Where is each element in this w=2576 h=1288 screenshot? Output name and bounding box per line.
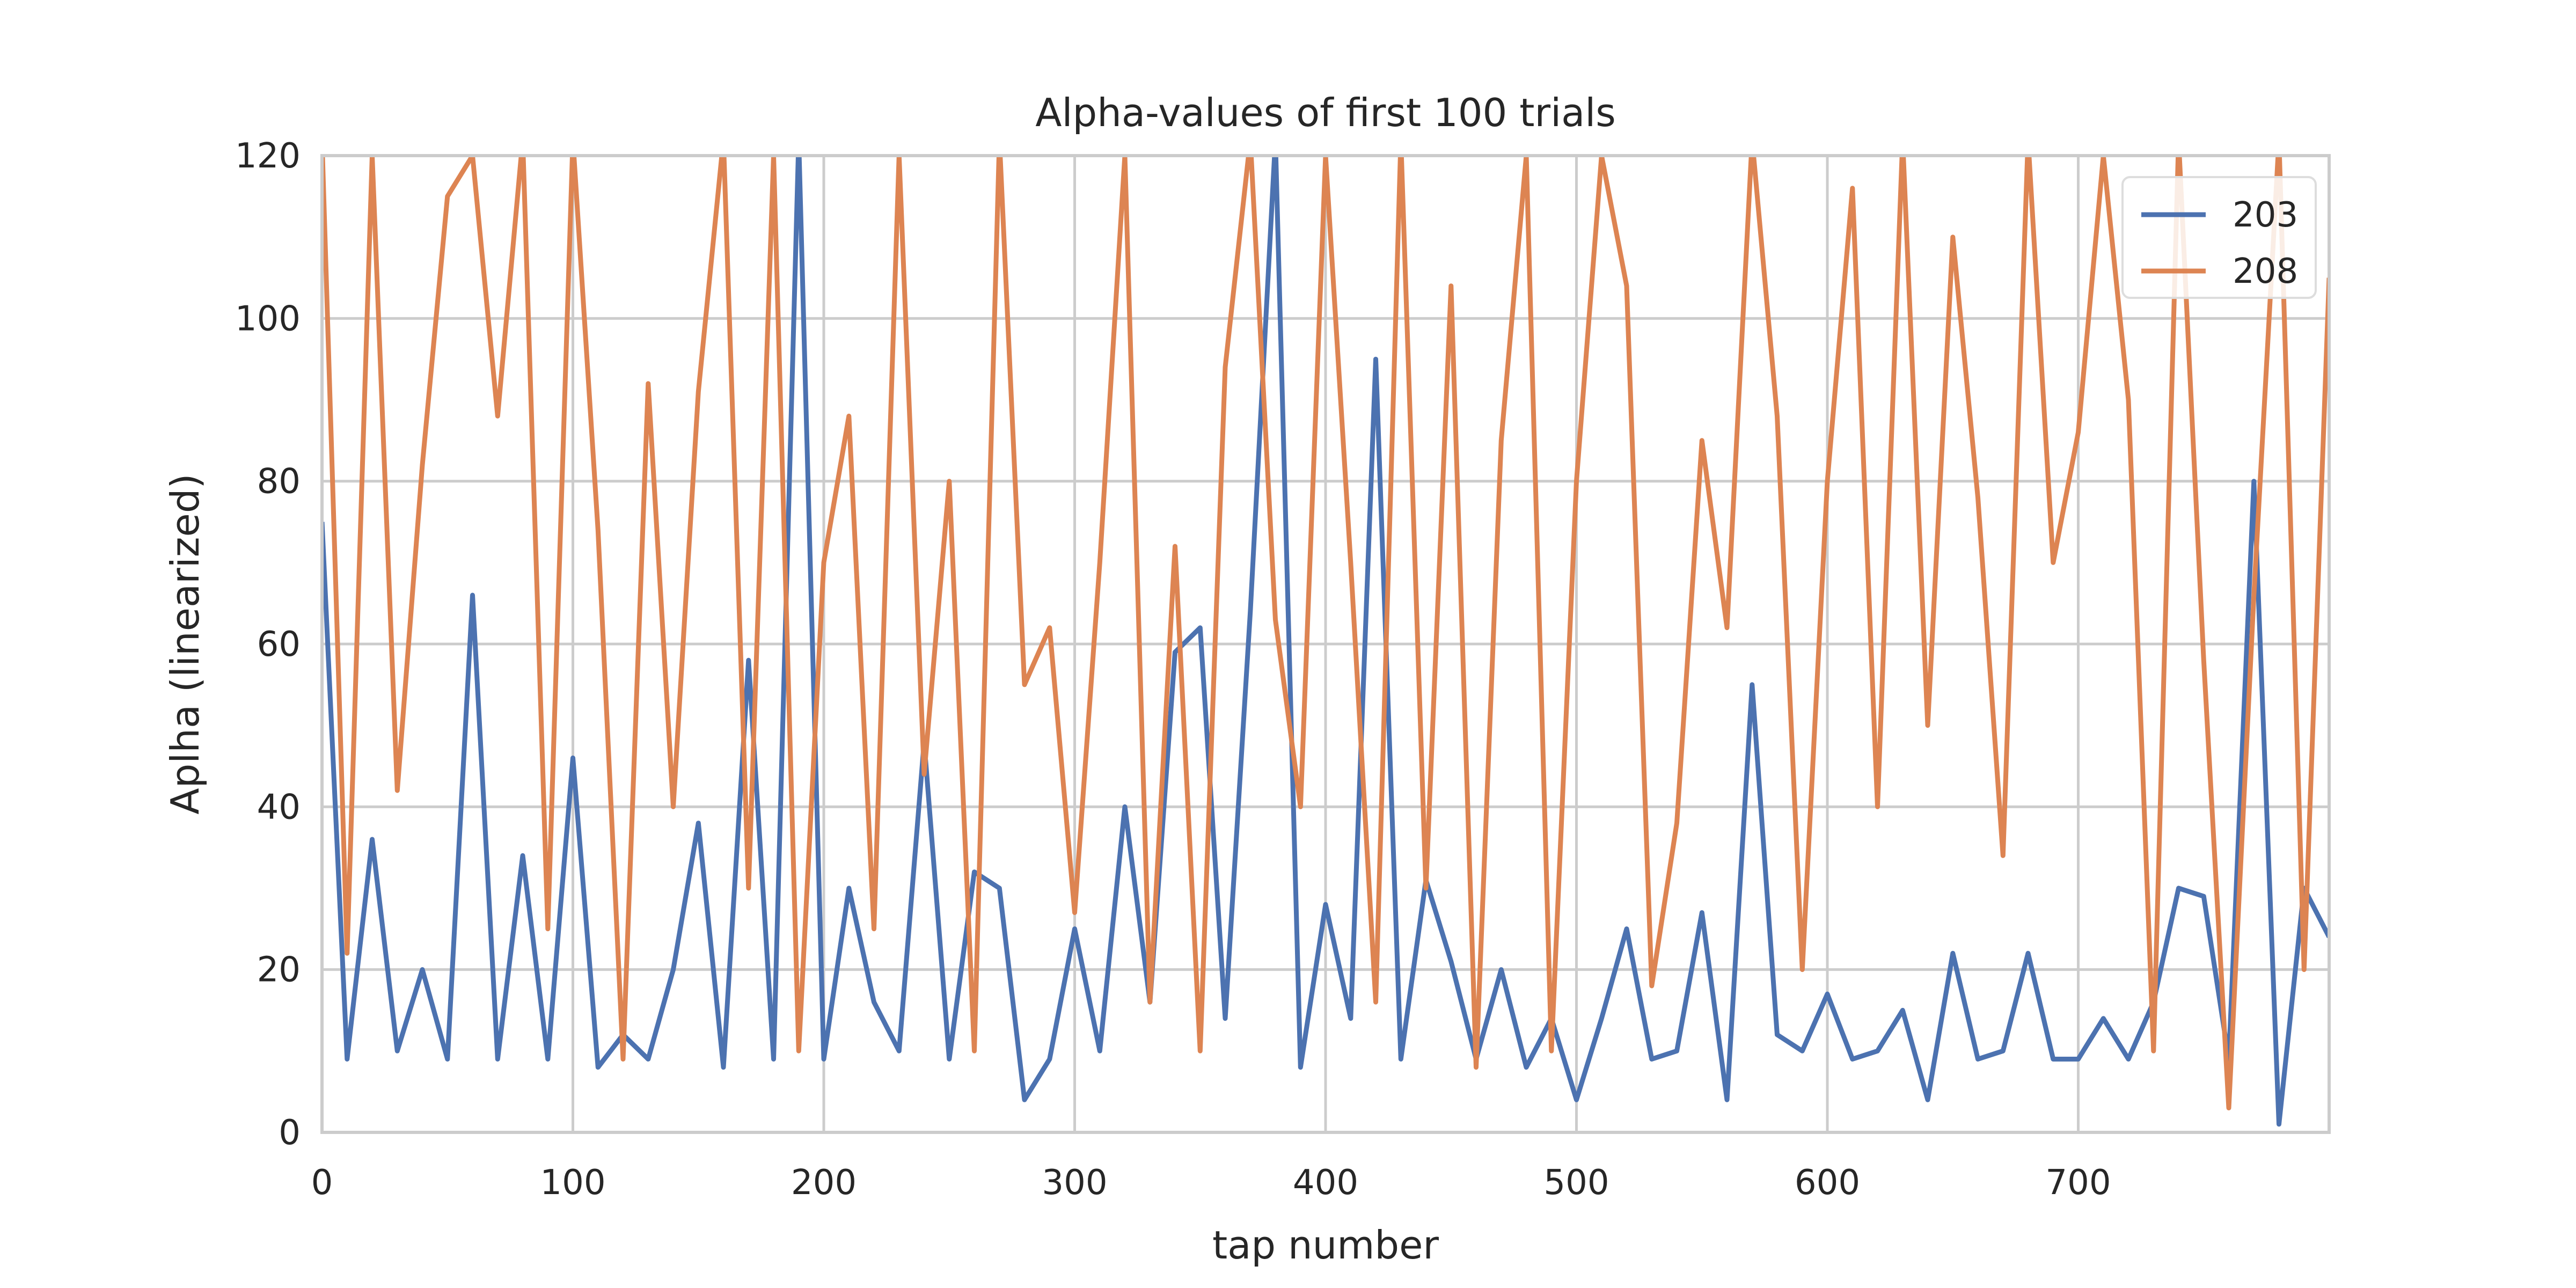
legend-box <box>2121 176 2317 299</box>
x-tick-label: 200 <box>791 1163 857 1203</box>
x-tick-label: 500 <box>1543 1163 1609 1203</box>
legend-label: 208 <box>2233 252 2298 291</box>
y-tick-label: 0 <box>279 1113 301 1153</box>
legend-label: 203 <box>2233 195 2298 235</box>
y-tick-label: 60 <box>257 625 301 664</box>
chart-title: Alpha-values of first 100 trials <box>1035 90 1615 135</box>
y-axis-label: Aplha (linearized) <box>163 473 208 814</box>
x-tick-label: 300 <box>1042 1163 1107 1203</box>
series-line-203 <box>322 156 2329 1127</box>
x-tick-label: 100 <box>540 1163 605 1203</box>
y-tick-label: 20 <box>257 950 301 990</box>
y-tick-label: 100 <box>235 299 301 339</box>
tick-labels: 0 100 200 300 400 500 600 700 0 20 40 60 80 100 120 <box>235 136 2111 1203</box>
series-line-208 <box>322 156 2329 1110</box>
x-axis-label: tap number <box>1212 1223 1439 1268</box>
y-tick-label: 40 <box>257 787 301 827</box>
x-tick-label: 0 <box>311 1163 333 1203</box>
y-tick-label: 120 <box>235 136 301 176</box>
plot-frame <box>320 154 2331 1134</box>
series-lines <box>322 156 2329 1127</box>
x-tick-label: 700 <box>2045 1163 2111 1203</box>
y-tick-label: 80 <box>257 462 301 502</box>
x-tick-label: 400 <box>1293 1163 1358 1203</box>
x-tick-label: 600 <box>1795 1163 1860 1203</box>
